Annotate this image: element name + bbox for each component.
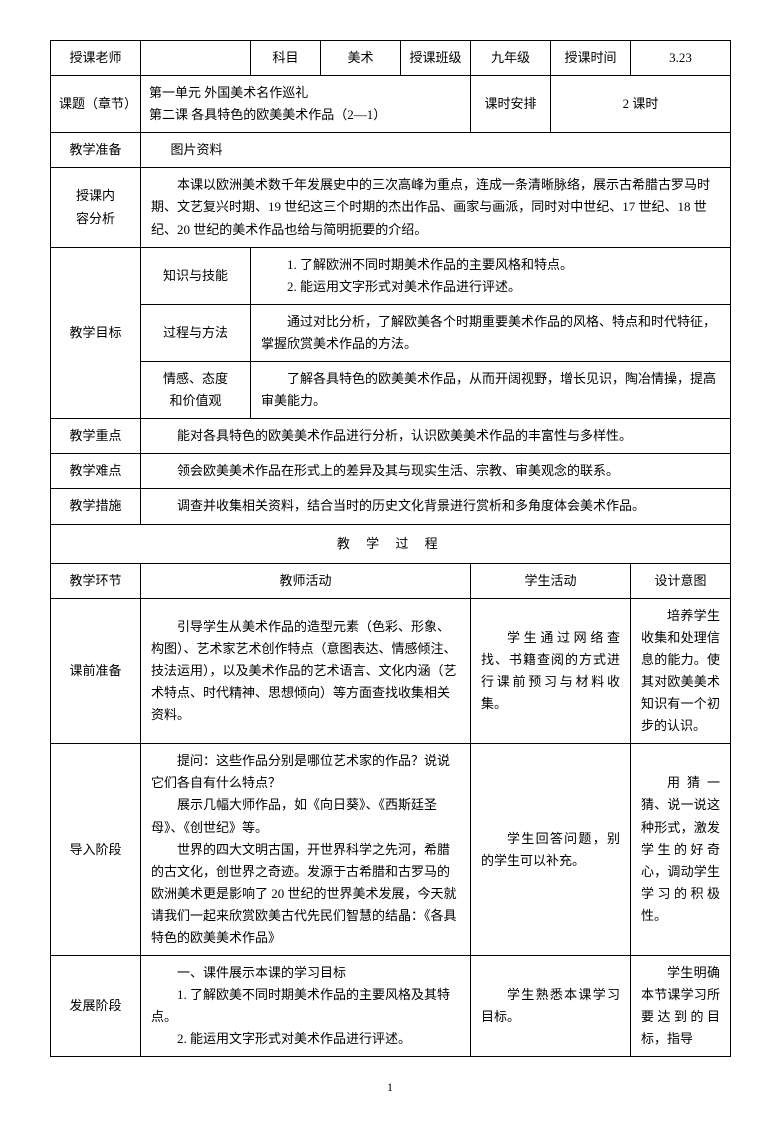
time-value: 3.23 <box>631 41 731 76</box>
process-title: 教 学 过 程 <box>51 524 731 563</box>
measures-row: 教学措施 调查并收集相关资料，结合当时的历史文化背景进行赏析和多角度体会美术作品… <box>51 489 731 524</box>
intent-2: 用猜一猜、说一说这种形式，激发学生的好奇心，调动学生学习的积极性。 <box>631 744 731 956</box>
process-row-2: 导入阶段 提问：这些作品分别是哪位艺术家的作品？说说它们各自有什么特点？ 展示几… <box>51 744 731 956</box>
content-analysis-row: 授课内 容分析 本课以欧洲美术数千年发展史中的三次高峰为重点，连成一条清晰脉络，… <box>51 168 731 247</box>
objective-aspect-3: 情感、态度 和价值观 <box>141 362 251 419</box>
lesson-plan-page: 授课老师 科目 美术 授课班级 九年级 授课时间 3.23 课题（章节） 第一单… <box>50 40 730 1098</box>
phase-2: 导入阶段 <box>51 744 141 956</box>
process-row-1: 课前准备 引导学生从美术作品的造型元素（色彩、形象、构图）、艺术家艺术创作特点（… <box>51 598 731 744</box>
objective-text-3: 了解各具特色的欧美美术作品，从而开阔视野，增长见识，陶冶情操，提高审美能力。 <box>251 362 731 419</box>
teacher-activity-1: 引导学生从美术作品的造型元素（色彩、形象、构图）、艺术家艺术创作特点（意图表达、… <box>141 598 471 744</box>
difficulty-text: 领会欧美美术作品在形式上的差异及其与现实生活、宗教、审美观念的联系。 <box>141 454 731 489</box>
topic-label: 课题（章节） <box>51 76 141 133</box>
student-activity-header: 学生活动 <box>471 563 631 598</box>
objective-row-3: 情感、态度 和价值观 了解各具特色的欧美美术作品，从而开阔视野，增长见识，陶冶情… <box>51 362 731 419</box>
topic-value: 第一单元 外国美术名作巡礼 第二课 各具特色的欧美美术作品（2—1） <box>141 76 471 133</box>
teacher-activity-header: 教师活动 <box>141 563 471 598</box>
phase-1: 课前准备 <box>51 598 141 744</box>
student-activity-3: 学生熟悉本课学习目标。 <box>471 956 631 1057</box>
intent-1: 培养学生收集和处理信息的能力。使其对欧美美术知识有一个初步的认识。 <box>631 598 731 744</box>
phase-3: 发展阶段 <box>51 956 141 1057</box>
objective-aspect-2: 过程与方法 <box>141 304 251 361</box>
student-activity-1: 学生通过网络查找、书籍查阅的方式进行课前预习与材料收集。 <box>471 598 631 744</box>
topic-unit: 第一单元 外国美术名作巡礼 <box>149 82 462 104</box>
keypoint-row: 教学重点 能对各具特色的欧美美术作品进行分析，认识欧美美术作品的丰富性与多样性。 <box>51 419 731 454</box>
objectives-label: 教学目标 <box>51 247 141 419</box>
period-label: 课时安排 <box>471 76 551 133</box>
content-analysis-text: 本课以欧洲美术数千年发展史中的三次高峰为重点，连成一条清晰脉络，展示古希腊古罗马… <box>141 168 731 247</box>
measures-text: 调查并收集相关资料，结合当时的历史文化背景进行赏析和多角度体会美术作品。 <box>141 489 731 524</box>
teacher-activity-2: 提问：这些作品分别是哪位艺术家的作品？说说它们各自有什么特点？ 展示几幅大师作品… <box>141 744 471 956</box>
process-row-3: 发展阶段 一、课件展示本课的学习目标 1. 了解欧美不同时期美术作品的主要风格及… <box>51 956 731 1057</box>
prep-label: 教学准备 <box>51 133 141 168</box>
subject-value: 美术 <box>321 41 401 76</box>
content-analysis-label: 授课内 容分析 <box>51 168 141 247</box>
subject-label: 科目 <box>251 41 321 76</box>
objective-row-1: 教学目标 知识与技能 1. 了解欧洲不同时期美术作品的主要风格和特点。 2. 能… <box>51 247 731 304</box>
difficulty-label: 教学难点 <box>51 454 141 489</box>
time-label: 授课时间 <box>551 41 631 76</box>
lesson-plan-table: 授课老师 科目 美术 授课班级 九年级 授课时间 3.23 课题（章节） 第一单… <box>50 40 731 1057</box>
class-label: 授课班级 <box>401 41 471 76</box>
teacher-activity-3: 一、课件展示本课的学习目标 1. 了解欧美不同时期美术作品的主要风格及其特点。 … <box>141 956 471 1057</box>
phase-header: 教学环节 <box>51 563 141 598</box>
prep-value: 图片资料 <box>141 133 731 168</box>
teacher-label: 授课老师 <box>51 41 141 76</box>
intent-3: 学生明确本节课学习所要达到的目标，指导 <box>631 956 731 1057</box>
teacher-value <box>141 41 251 76</box>
prep-row: 教学准备 图片资料 <box>51 133 731 168</box>
intent-header: 设计意图 <box>631 563 731 598</box>
student-activity-2: 学生回答问题，别的学生可以补充。 <box>471 744 631 956</box>
header-row: 授课老师 科目 美术 授课班级 九年级 授课时间 3.23 <box>51 41 731 76</box>
keypoint-text: 能对各具特色的欧美美术作品进行分析，认识欧美美术作品的丰富性与多样性。 <box>141 419 731 454</box>
period-value: 2 课时 <box>551 76 731 133</box>
keypoint-label: 教学重点 <box>51 419 141 454</box>
objective-row-2: 过程与方法 通过对比分析，了解欧美各个时期重要美术作品的风格、特点和时代特征，掌… <box>51 304 731 361</box>
topic-row: 课题（章节） 第一单元 外国美术名作巡礼 第二课 各具特色的欧美美术作品（2—1… <box>51 76 731 133</box>
class-value: 九年级 <box>471 41 551 76</box>
page-number: 1 <box>50 1077 730 1097</box>
objective-text-1: 1. 了解欧洲不同时期美术作品的主要风格和特点。 2. 能运用文字形式对美术作品… <box>251 247 731 304</box>
measures-label: 教学措施 <box>51 489 141 524</box>
objective-aspect-1: 知识与技能 <box>141 247 251 304</box>
process-title-row: 教 学 过 程 <box>51 524 731 563</box>
topic-lesson: 第二课 各具特色的欧美美术作品（2—1） <box>149 104 462 126</box>
difficulty-row: 教学难点 领会欧美美术作品在形式上的差异及其与现实生活、宗教、审美观念的联系。 <box>51 454 731 489</box>
process-header-row: 教学环节 教师活动 学生活动 设计意图 <box>51 563 731 598</box>
objective-text-2: 通过对比分析，了解欧美各个时期重要美术作品的风格、特点和时代特征，掌握欣赏美术作… <box>251 304 731 361</box>
